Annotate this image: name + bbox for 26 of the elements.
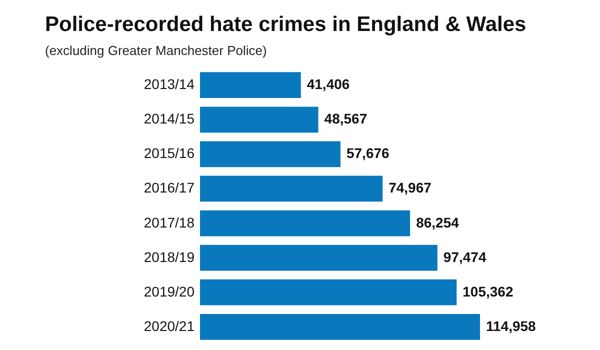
bar	[200, 141, 340, 168]
data-label: 57,676	[346, 145, 390, 162]
y-tick-label: 2014/15	[144, 110, 195, 127]
y-tick-label: 2016/17	[144, 180, 195, 196]
data-label: 114,958	[486, 318, 536, 334]
bar	[200, 176, 383, 202]
y-tick-label: 2020/21	[144, 318, 195, 334]
y-tick-label: 2015/16	[144, 145, 195, 162]
bar	[200, 210, 410, 236]
y-tick-label: 2018/19	[144, 248, 195, 265]
data-label: 105,362	[462, 283, 514, 300]
data-label: 86,254	[416, 214, 460, 230]
bar	[200, 106, 318, 133]
data-label: 48,567	[324, 110, 368, 127]
y-tick-label: 2017/18	[144, 214, 195, 230]
chart-title: Police-recorded hate crimes in England & Wales	[45, 13, 526, 36]
data-label: 74,967	[388, 180, 432, 196]
bar	[200, 279, 457, 306]
y-tick-label: 2013/14	[144, 76, 195, 92]
bar	[200, 72, 301, 98]
bar	[200, 314, 480, 340]
data-label: 41,406	[306, 76, 350, 92]
y-tick-label: 2019/20	[144, 283, 195, 300]
data-label: 97,474	[443, 248, 486, 265]
bar	[200, 244, 438, 271]
chart-subtitle: (excluding Greater Manchester Police)	[45, 43, 267, 58]
